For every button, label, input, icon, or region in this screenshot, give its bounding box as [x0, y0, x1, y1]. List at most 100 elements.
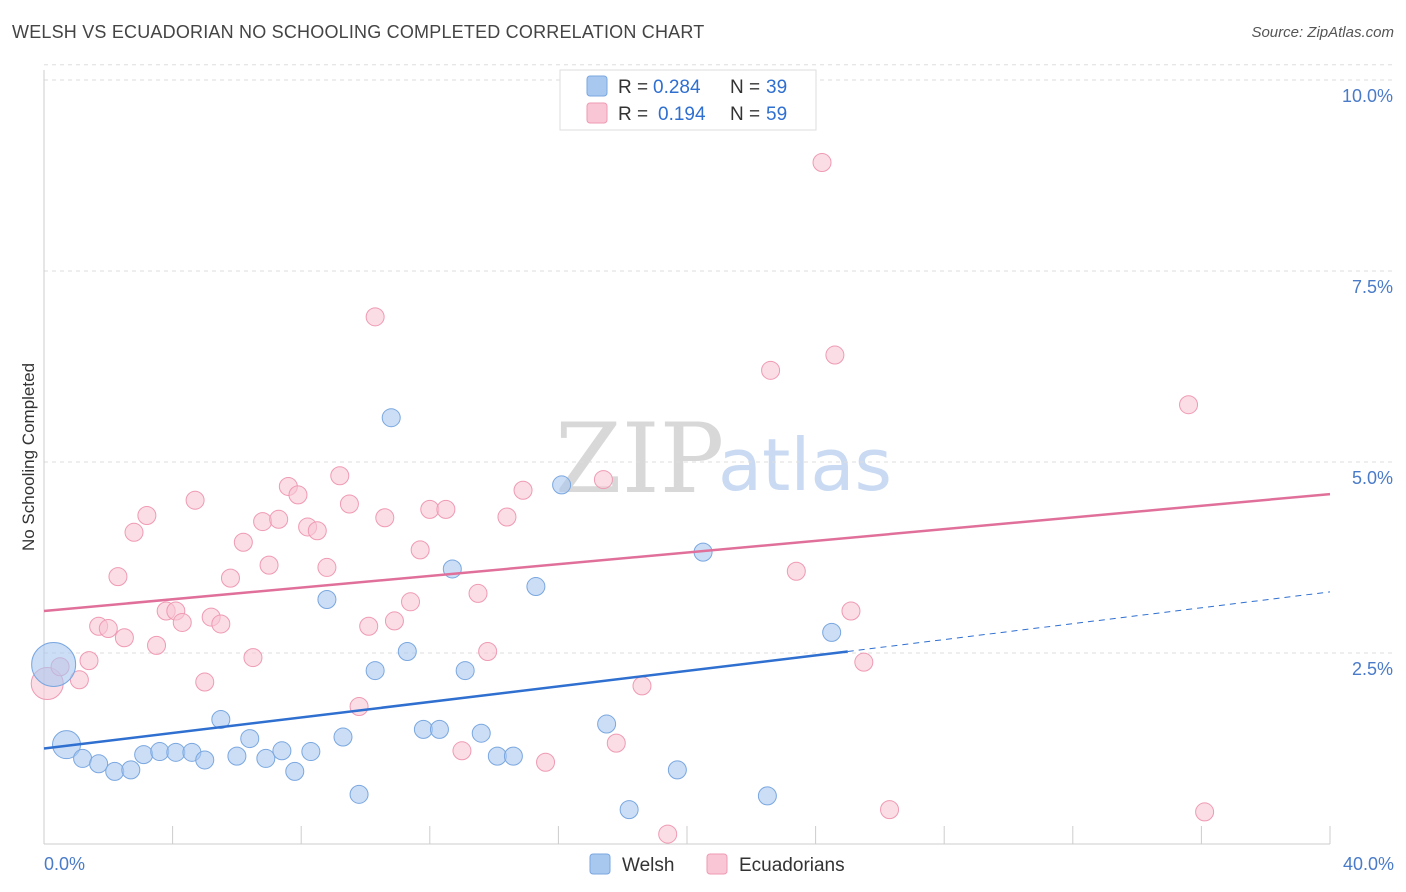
ecuadorians-point: [137, 505, 157, 525]
welsh-trend-line: [43, 650, 848, 750]
ecuadorians-point: [114, 628, 134, 648]
ecuadorians-point: [220, 568, 240, 588]
ecuadorians-trend-line: [43, 492, 1331, 613]
welsh-point: [429, 719, 449, 739]
watermark: ZIP atlas: [555, 403, 892, 515]
welsh-point: [552, 475, 572, 495]
ecuadorians-point: [124, 522, 144, 542]
ecuadorians-point: [658, 824, 678, 844]
y-tick-labels: 2.5% 5.0% 7.5% 10.0%: [1342, 86, 1393, 679]
welsh-point: [413, 719, 433, 739]
ecuadorians-point: [452, 741, 472, 761]
welsh-r-value: 0.284: [653, 77, 701, 98]
x-tick-label-min: 0.0%: [44, 854, 85, 874]
welsh-point: [272, 741, 292, 761]
ecuadorians-point: [1195, 802, 1215, 822]
legend-ecuadorians-label: Ecuadorians: [739, 855, 845, 876]
ecuadorians-point: [69, 670, 89, 690]
ecuadorians-point: [854, 652, 874, 672]
ecuadorians-point: [185, 490, 205, 510]
y-tick-label: 10.0%: [1342, 86, 1393, 106]
y-tick-label: 2.5%: [1352, 659, 1393, 679]
welsh-point: [227, 746, 247, 766]
trend-lines: [43, 492, 1331, 750]
ecuadorians-point: [147, 635, 167, 655]
series-legend: Welsh Ecuadorians: [589, 853, 845, 876]
ecuadorians-point: [606, 733, 626, 753]
ecuadorians-point: [375, 508, 395, 528]
ecuadorians-point: [259, 555, 279, 575]
welsh-n-label: N =: [730, 77, 760, 98]
welsh-trend-extension: [847, 591, 1331, 652]
ecuadorians-point: [233, 532, 253, 552]
welsh-point: [301, 742, 321, 762]
welsh-point: [31, 641, 77, 687]
ecuadorians-point: [98, 619, 118, 639]
welsh-point: [121, 760, 141, 780]
ecuadorians-point: [410, 540, 430, 560]
ecuadorians-point: [288, 485, 308, 505]
welsh-point: [150, 742, 170, 762]
welsh-points: [31, 408, 842, 820]
ecuadorians-point: [317, 557, 337, 577]
legend-welsh-label: Welsh: [622, 855, 674, 876]
welsh-r-label: R =: [618, 77, 648, 98]
ecuadorians-point: [401, 592, 421, 612]
ecuadorians-point: [243, 648, 263, 668]
ecuadorians-point: [468, 583, 488, 603]
ecuadorians-point: [420, 499, 440, 519]
ecuadorians-point: [632, 676, 652, 696]
welsh-point: [317, 590, 337, 610]
ecuadorians-point: [349, 696, 369, 716]
welsh-point: [597, 714, 617, 734]
ecuadorians-point: [825, 345, 845, 365]
watermark-atlas: atlas: [718, 423, 892, 507]
ecuadorians-point: [880, 800, 900, 820]
ecuadorians-point: [497, 507, 517, 527]
welsh-point: [195, 750, 215, 770]
ecuadorians-point: [365, 307, 385, 327]
welsh-point: [471, 723, 491, 743]
ecuadorians-point: [841, 601, 861, 621]
ecuadorians-point: [536, 752, 556, 772]
ecuadorians-point: [172, 612, 192, 632]
ecuadorians-point: [253, 512, 273, 532]
chart-source: Source: ZipAtlas.com: [1251, 24, 1394, 41]
ecuadorians-point: [359, 616, 379, 636]
ecuadorians-point: [478, 641, 498, 661]
ecuadorians-point: [339, 494, 359, 514]
ecuadorians-point: [513, 480, 533, 500]
x-tick-label-max: 40.0%: [1343, 854, 1394, 874]
welsh-point: [619, 800, 639, 820]
ecuadorians-swatch: [586, 102, 608, 124]
welsh-point: [211, 709, 231, 729]
welsh-point: [349, 784, 369, 804]
welsh-point: [73, 748, 93, 768]
ecuadorians-point: [108, 567, 128, 587]
legend-ecuadorians-swatch: [706, 853, 728, 875]
ecuadorians-point: [330, 466, 350, 486]
ecuadorians-point: [593, 470, 613, 490]
welsh-point: [503, 746, 523, 766]
welsh-point: [89, 754, 109, 774]
welsh-point: [757, 786, 777, 806]
stats-legend: R = 0.284 N = 39 R = 0.194 N = 59: [559, 69, 817, 131]
gridlines: [44, 64, 1394, 654]
welsh-point: [285, 761, 305, 781]
welsh-swatch: [586, 75, 608, 97]
welsh-point: [105, 761, 125, 781]
welsh-n-value: 39: [766, 77, 787, 98]
ecuadorians-point: [436, 499, 456, 519]
ecuadorians-r-value: 0.194: [658, 104, 706, 125]
ecuadorians-point: [786, 561, 806, 581]
ecuadorians-point: [269, 509, 289, 529]
ecuadorians-point: [384, 611, 404, 631]
ecuadorians-point: [211, 614, 231, 634]
welsh-point: [381, 408, 401, 428]
welsh-point: [166, 742, 186, 762]
ecuadorians-point: [761, 360, 781, 380]
ecuadorians-point: [812, 153, 832, 173]
y-tick-label: 7.5%: [1352, 277, 1393, 297]
ecuadorians-point: [79, 651, 99, 671]
